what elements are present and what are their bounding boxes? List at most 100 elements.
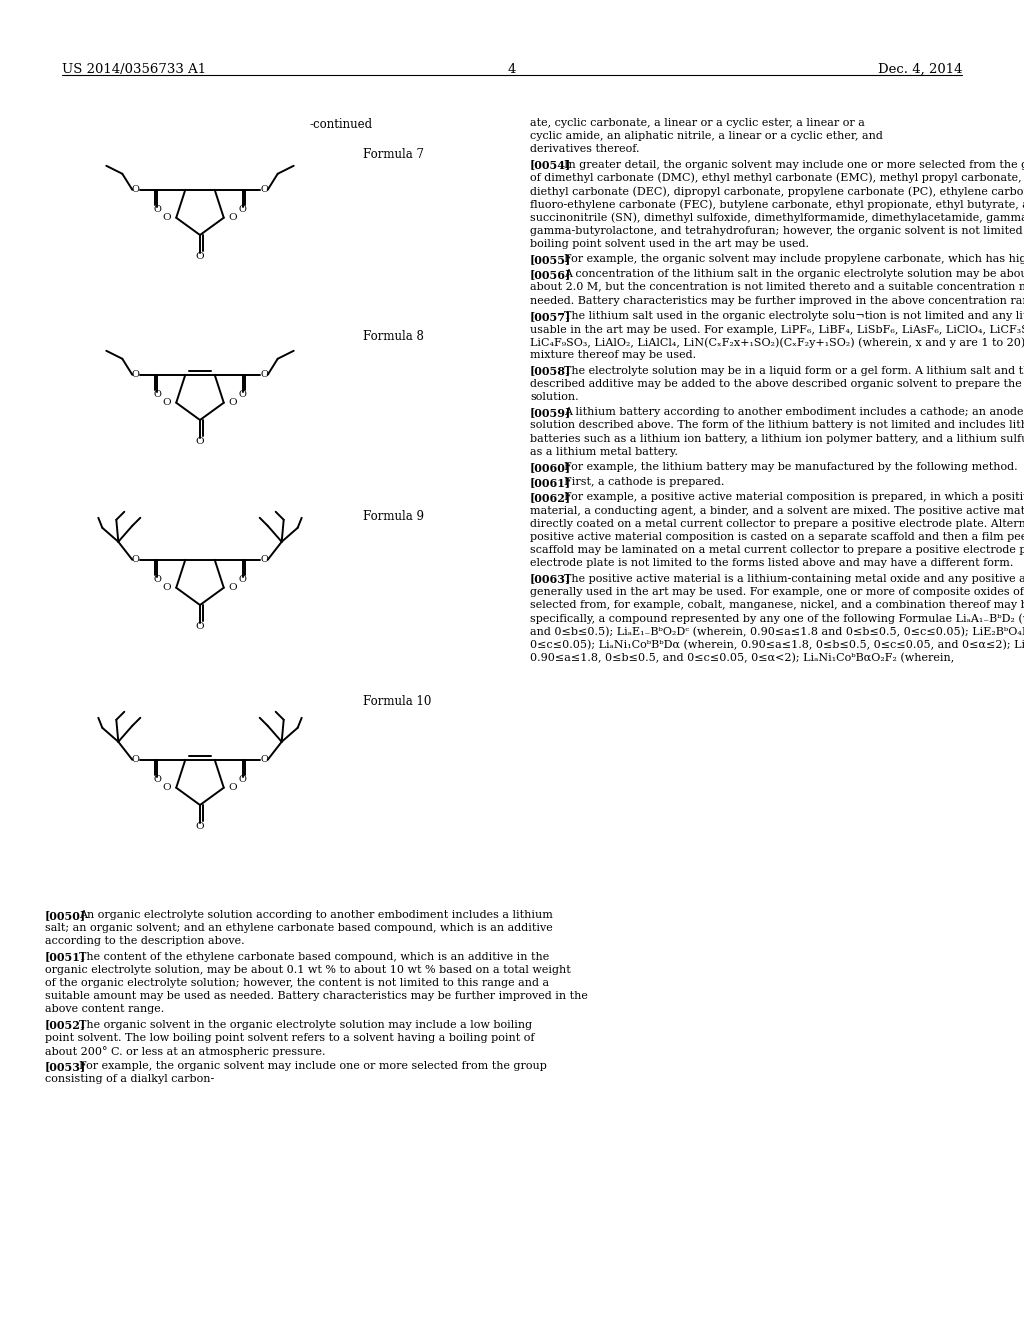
- Text: [0054]: [0054]: [530, 160, 571, 170]
- Text: O: O: [239, 389, 247, 399]
- Text: [0057]: [0057]: [530, 310, 571, 322]
- Text: diethyl carbonate (DEC), dipropyl carbonate, propylene carbonate (PC), ethylene : diethyl carbonate (DEC), dipropyl carbon…: [530, 186, 1024, 197]
- Text: O: O: [196, 252, 205, 261]
- Text: Dec. 4, 2014: Dec. 4, 2014: [878, 63, 962, 77]
- Text: [0055]: [0055]: [530, 253, 571, 265]
- Text: material, a conducting agent, a binder, and a solvent are mixed. The positive ac: material, a conducting agent, a binder, …: [530, 506, 1024, 516]
- Text: O: O: [261, 185, 268, 194]
- Text: The positive active material is a lithium-containing metal oxide and any positiv: The positive active material is a lithiu…: [564, 574, 1024, 583]
- Text: O: O: [261, 755, 268, 764]
- Text: In greater detail, the organic solvent may include one or more selected from the: In greater detail, the organic solvent m…: [564, 160, 1024, 169]
- Text: O: O: [154, 574, 161, 583]
- Text: -continued: -continued: [310, 117, 373, 131]
- Text: For example, the organic solvent may include propylene carbonate, which has high: For example, the organic solvent may inc…: [564, 253, 1024, 264]
- Text: 0.90≤a≤1.8, 0≤b≤0.5, and 0≤c≤0.05, 0≤α<2); LiₐNi₁CoᵇBαO₂F₂ (wherein,: 0.90≤a≤1.8, 0≤b≤0.5, and 0≤c≤0.05, 0≤α<2…: [530, 653, 954, 663]
- Text: [0062]: [0062]: [530, 492, 571, 503]
- Text: directly coated on a metal current collector to prepare a positive electrode pla: directly coated on a metal current colle…: [530, 519, 1024, 529]
- Text: gamma-butyrolactone, and tetrahydrofuran; however, the organic solvent is not li: gamma-butyrolactone, and tetrahydrofuran…: [530, 226, 1024, 235]
- Text: scaffold may be laminated on a metal current collector to prepare a positive ele: scaffold may be laminated on a metal cur…: [530, 545, 1024, 556]
- Text: O: O: [163, 783, 171, 792]
- Text: succinonitrile (SN), dimethyl sulfoxide, dimethylformamide, dimethylacetamide, g: succinonitrile (SN), dimethyl sulfoxide,…: [530, 213, 1024, 223]
- Text: Formula 9: Formula 9: [362, 510, 424, 523]
- Text: selected from, for example, cobalt, manganese, nickel, and a combination thereof: selected from, for example, cobalt, mang…: [530, 601, 1024, 610]
- Text: consisting of a dialkyl carbon-: consisting of a dialkyl carbon-: [45, 1074, 214, 1085]
- Text: [0060]: [0060]: [530, 462, 571, 473]
- Text: O: O: [261, 556, 268, 564]
- Text: A concentration of the lithium salt in the organic electrolyte solution may be a: A concentration of the lithium salt in t…: [564, 269, 1024, 280]
- Text: salt; an organic solvent; and an ethylene carbonate based compound, which is an : salt; an organic solvent; and an ethylen…: [45, 923, 553, 933]
- Text: For example, the lithium battery may be manufactured by the following method.: For example, the lithium battery may be …: [564, 462, 1018, 473]
- Text: specifically, a compound represented by any one of the following Formulae LiₐA₁₋: specifically, a compound represented by …: [530, 614, 1024, 624]
- Text: For example, the organic solvent may include one or more selected from the group: For example, the organic solvent may inc…: [79, 1061, 547, 1072]
- Text: positive active material composition is casted on a separate scaffold and then a: positive active material composition is …: [530, 532, 1024, 543]
- Text: O: O: [228, 583, 238, 593]
- Text: Formula 8: Formula 8: [362, 330, 424, 343]
- Text: as a lithium metal battery.: as a lithium metal battery.: [530, 446, 678, 457]
- Text: according to the description above.: according to the description above.: [45, 936, 245, 946]
- Text: needed. Battery characteristics may be further improved in the above concentrati: needed. Battery characteristics may be f…: [530, 296, 1024, 306]
- Text: O: O: [163, 214, 171, 222]
- Text: mixture thereof may be used.: mixture thereof may be used.: [530, 350, 696, 360]
- Text: above content range.: above content range.: [45, 1005, 164, 1014]
- Text: O: O: [196, 622, 205, 631]
- Text: [0056]: [0056]: [530, 269, 571, 280]
- Text: [0061]: [0061]: [530, 478, 571, 488]
- Text: batteries such as a lithium ion battery, a lithium ion polymer battery, and a li: batteries such as a lithium ion battery,…: [530, 433, 1024, 444]
- Text: of the organic electrolyte solution; however, the content is not limited to this: of the organic electrolyte solution; how…: [45, 978, 549, 987]
- Text: LiC₄F₉SO₃, LiAlO₂, LiAlCl₄, LiN(CₓF₂x+₁SO₂)(CₓF₂y+₁SO₂) (wherein, x and y are 1 : LiC₄F₉SO₃, LiAlO₂, LiAlCl₄, LiN(CₓF₂x+₁S…: [530, 337, 1024, 347]
- Text: Formula 7: Formula 7: [362, 148, 424, 161]
- Text: and 0≤b≤0.5); LiₐE₁₋BᵇO₂Dᶜ (wherein, 0.90≤a≤1.8 and 0≤b≤0.5, 0≤c≤0.05); LiE₂BᵇO₄: and 0≤b≤0.5); LiₐE₁₋BᵇO₂Dᶜ (wherein, 0.9…: [530, 627, 1024, 636]
- Text: O: O: [131, 556, 139, 564]
- Text: [0050]: [0050]: [45, 909, 86, 921]
- Text: [0063]: [0063]: [530, 574, 571, 585]
- Text: An organic electrolyte solution according to another embodiment includes a lithi: An organic electrolyte solution accordin…: [79, 909, 553, 920]
- Text: solution.: solution.: [530, 392, 579, 403]
- Text: of dimethyl carbonate (DMC), ethyl methyl carbonate (EMC), methyl propyl carbona: of dimethyl carbonate (DMC), ethyl methy…: [530, 173, 1024, 183]
- Text: O: O: [154, 775, 161, 784]
- Text: [0059]: [0059]: [530, 407, 571, 418]
- Text: ate, cyclic carbonate, a linear or a cyclic ester, a linear or a: ate, cyclic carbonate, a linear or a cyc…: [530, 117, 865, 128]
- Text: derivatives thereof.: derivatives thereof.: [530, 144, 640, 154]
- Text: cyclic amide, an aliphatic nitrile, a linear or a cyclic ether, and: cyclic amide, an aliphatic nitrile, a li…: [530, 131, 883, 141]
- Text: O: O: [228, 399, 238, 408]
- Text: The electrolyte solution may be in a liquid form or a gel form. A lithium salt a: The electrolyte solution may be in a liq…: [564, 366, 1024, 376]
- Text: O: O: [163, 399, 171, 408]
- Text: suitable amount may be used as needed. Battery characteristics may be further im: suitable amount may be used as needed. B…: [45, 991, 588, 1001]
- Text: [0058]: [0058]: [530, 366, 571, 376]
- Text: O: O: [154, 389, 161, 399]
- Text: electrode plate is not limited to the forms listed above and may have a differen: electrode plate is not limited to the fo…: [530, 558, 1014, 569]
- Text: Formula 10: Formula 10: [362, 696, 431, 708]
- Text: US 2014/0356733 A1: US 2014/0356733 A1: [62, 63, 206, 77]
- Text: [0053]: [0053]: [45, 1061, 86, 1072]
- Text: O: O: [196, 822, 205, 832]
- Text: O: O: [239, 205, 247, 214]
- Text: O: O: [228, 214, 238, 222]
- Text: O: O: [163, 583, 171, 593]
- Text: organic electrolyte solution, may be about 0.1 wt % to about 10 wt % based on a : organic electrolyte solution, may be abo…: [45, 965, 570, 974]
- Text: O: O: [131, 755, 139, 764]
- Text: about 2.0 M, but the concentration is not limited thereto and a suitable concent: about 2.0 M, but the concentration is no…: [530, 282, 1024, 293]
- Text: The lithium salt used in the organic electrolyte solu¬tion is not limited and an: The lithium salt used in the organic ele…: [564, 310, 1024, 321]
- Text: boiling point solvent used in the art may be used.: boiling point solvent used in the art ma…: [530, 239, 809, 248]
- Text: O: O: [196, 437, 205, 446]
- Text: O: O: [131, 371, 139, 379]
- Text: point solvent. The low boiling point solvent refers to a solvent having a boilin: point solvent. The low boiling point sol…: [45, 1032, 535, 1043]
- Text: O: O: [239, 775, 247, 784]
- Text: O: O: [228, 783, 238, 792]
- Text: The content of the ethylene carbonate based compound, which is an additive in th: The content of the ethylene carbonate ba…: [79, 952, 549, 961]
- Text: usable in the art may be used. For example, LiPF₆, LiBF₄, LiSbF₆, LiAsF₆, LiClO₄: usable in the art may be used. For examp…: [530, 323, 1024, 334]
- Text: generally used in the art may be used. For example, one or more of composite oxi: generally used in the art may be used. F…: [530, 587, 1024, 597]
- Text: A lithium battery according to another embodiment includes a cathode; an anode, : A lithium battery according to another e…: [564, 407, 1024, 417]
- Text: O: O: [131, 185, 139, 194]
- Text: [0052]: [0052]: [45, 1019, 86, 1031]
- Text: First, a cathode is prepared.: First, a cathode is prepared.: [564, 478, 724, 487]
- Text: [0051]: [0051]: [45, 952, 86, 962]
- Text: For example, a positive active material composition is prepared, in which a posi: For example, a positive active material …: [564, 492, 1024, 503]
- Text: O: O: [261, 371, 268, 379]
- Text: fluoro-ethylene carbonate (FEC), butylene carbonate, ethyl propionate, ethyl but: fluoro-ethylene carbonate (FEC), butylen…: [530, 199, 1024, 210]
- Text: O: O: [154, 205, 161, 214]
- Text: described additive may be added to the above described organic solvent to prepar: described additive may be added to the a…: [530, 379, 1024, 389]
- Text: O: O: [239, 574, 247, 583]
- Text: about 200° C. or less at an atmospheric pressure.: about 200° C. or less at an atmospheric …: [45, 1045, 326, 1057]
- Text: 4: 4: [508, 63, 516, 77]
